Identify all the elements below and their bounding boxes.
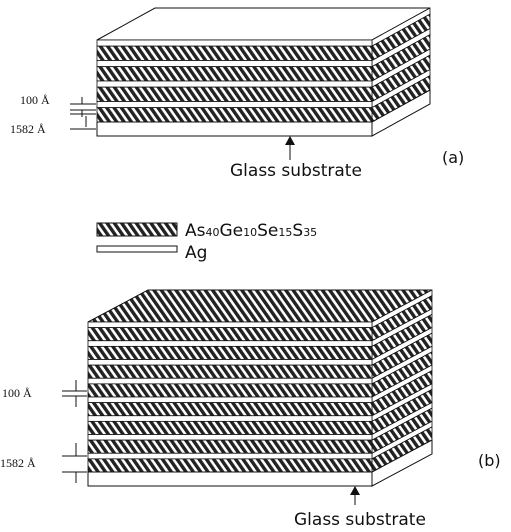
ag-layer [96,60,373,68]
chalcogenide-layer [87,439,373,454]
chalcogenide-layer [87,364,373,379]
legend-swatch [96,245,178,253]
chalcogenide-layer [96,45,373,61]
dimension-arrows-b [62,380,356,505]
glass-substrate [87,471,373,487]
ag-layer [87,377,373,385]
legend-swatch [96,222,178,237]
ag-layer [96,101,373,109]
ag-layer [87,434,373,441]
formula-part: Se [257,221,278,241]
chalcogenide-layer [96,107,373,123]
stack-a [96,7,431,137]
chalcogenide-layer [87,327,373,342]
thickness-label: 100 Å [2,386,32,400]
formula-sub: 10 [243,226,257,239]
arrow-head [350,486,360,495]
ag-layer [96,39,373,47]
substrate-label: Glass substrate [294,510,426,530]
ag-layer [87,321,373,329]
formula-sub: 40 [206,226,220,239]
ag-layer [87,415,373,422]
legend-label: As40Ge10Se15S35 [185,221,317,241]
chalcogenide-layer [87,345,373,360]
formula-part: Ge [220,221,244,241]
ag-layer [87,359,373,366]
dimension-arrows-a [70,97,291,160]
panel-label: (a) [442,148,464,167]
chalcogenide-layer [87,402,373,417]
formula-part: As [185,221,206,241]
thickness-label: 100 Å [20,93,50,107]
thickness-label: 1582 Å [0,456,36,470]
formula-sub: 15 [278,226,292,239]
chalcogenide-layer [87,420,373,435]
formula-sub: 35 [303,226,317,239]
chalcogenide-layer [87,383,373,398]
ag-layer [87,396,373,404]
ag-layer [96,80,373,88]
arrow-head [285,136,295,145]
chalcogenide-layer [87,458,373,473]
ag-layer [87,452,373,460]
ag-layer [87,340,373,347]
chalcogenide-layer [96,86,373,102]
substrate-label: Glass substrate [230,161,362,181]
panel-label: (b) [478,451,501,470]
legend-label: Ag [185,243,207,263]
chalcogenide-layer [96,66,373,82]
glass-substrate [96,121,373,137]
stack-b [87,289,433,487]
thickness-label: 1582 Å [10,122,46,136]
formula-part: S [292,221,303,241]
